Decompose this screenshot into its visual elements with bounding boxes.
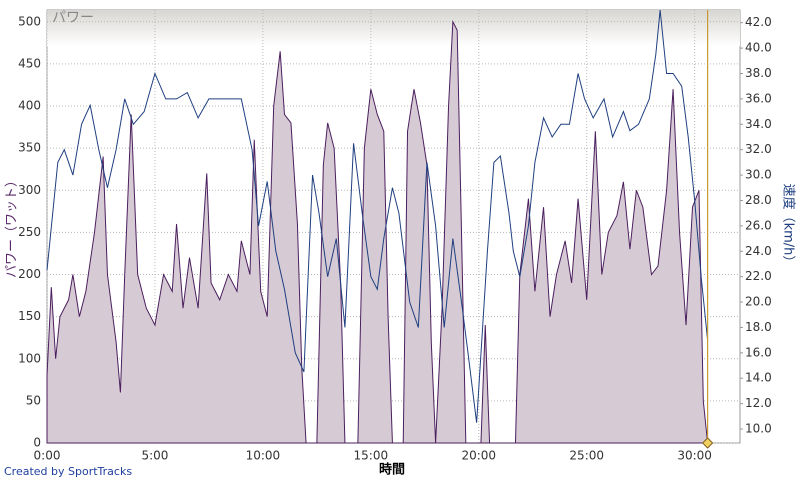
x-tick-label: 5:00 [141, 449, 168, 463]
y2-tick-label: 42.0 [745, 15, 772, 29]
y2-axis-label: 速度（km/h） [781, 184, 797, 269]
y2-tick-label: 28.0 [745, 193, 772, 207]
y2-tick-label: 38.0 [745, 66, 772, 80]
chart-title: パワー [52, 10, 94, 26]
y2-tick-label: 30.0 [745, 168, 772, 182]
x-tick-label: 15:00 [354, 449, 389, 463]
credit: Created by SportTracks [4, 465, 132, 478]
y2-tick-label: 12.0 [745, 396, 772, 410]
y-tick-label: 100 [18, 351, 41, 365]
x-tick-label: 0:00 [34, 449, 61, 463]
power-area [46, 19, 709, 444]
y2-tick-label: 24.0 [745, 244, 772, 258]
x-tick-label: 20:00 [461, 449, 496, 463]
y2-tick-label: 32.0 [745, 142, 772, 156]
y2-tick-label: 18.0 [745, 320, 772, 334]
y-tick-label: 200 [18, 267, 41, 281]
y-tick-label: 0 [33, 436, 41, 450]
y2-tick-label: 36.0 [745, 91, 772, 105]
y2-tick-label: 22.0 [745, 269, 772, 283]
y2-tick-label: 40.0 [745, 41, 772, 55]
x-tick-label: 30:00 [677, 449, 712, 463]
plot-header-band [47, 10, 740, 46]
y2-tick-label: 14.0 [745, 371, 772, 385]
marks [46, 9, 709, 444]
x-axis-label: 時間 [379, 462, 405, 478]
x-tick-label: 25:00 [569, 449, 604, 463]
y2-tick-label: 34.0 [745, 117, 772, 131]
x-tick-label: 10:00 [246, 449, 281, 463]
y-tick-label: 500 [18, 14, 41, 28]
y-axis-label: パワー（ワット） [5, 174, 20, 278]
y-tick-label: 450 [18, 56, 41, 70]
y-tick-label: 50 [26, 393, 41, 407]
y-tick-label: 150 [18, 309, 41, 323]
y-tick-label: 400 [18, 99, 41, 113]
y-tick-label: 300 [18, 183, 41, 197]
y-tick-label: 350 [18, 141, 41, 155]
y2-tick-label: 16.0 [745, 345, 772, 359]
y2-tick-label: 20.0 [745, 295, 772, 309]
y-tick-label: 250 [18, 225, 41, 239]
y2-tick-label: 10.0 [745, 422, 772, 436]
cursor-marker [701, 437, 714, 449]
speed-line [46, 9, 709, 423]
y2-tick-label: 26.0 [745, 218, 772, 232]
